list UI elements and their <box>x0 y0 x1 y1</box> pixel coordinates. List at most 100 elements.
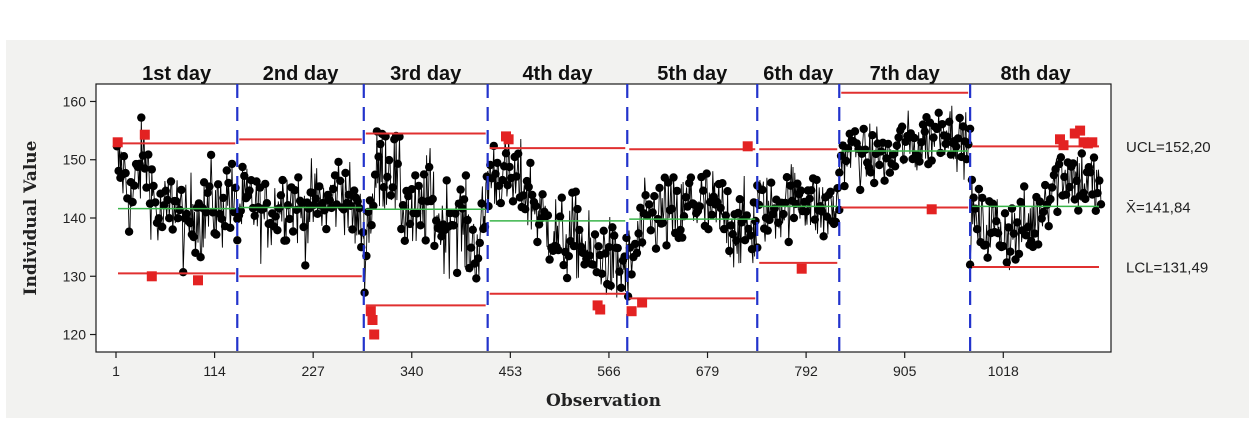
data-point <box>290 186 300 195</box>
data-point <box>252 177 261 186</box>
data-point <box>437 232 446 241</box>
data-point <box>451 209 460 218</box>
data-point <box>646 226 655 235</box>
data-point <box>992 217 1001 226</box>
stage-label: 5th day <box>657 63 728 85</box>
data-point <box>374 152 383 161</box>
data-point <box>1006 247 1015 256</box>
data-point <box>817 207 826 216</box>
out-of-control-point <box>1069 128 1080 139</box>
x-tick-label: 1018 <box>988 363 1019 379</box>
data-point <box>219 193 228 203</box>
data-point <box>573 204 582 214</box>
data-point <box>945 117 954 127</box>
data-point <box>754 200 764 210</box>
data-point <box>941 139 950 149</box>
data-point <box>398 201 408 210</box>
data-point <box>452 268 462 278</box>
data-point <box>189 232 198 242</box>
data-point <box>1037 214 1046 223</box>
out-of-control-point <box>146 271 157 282</box>
x-tick-label: 114 <box>203 363 226 379</box>
x-tick-label: 340 <box>400 363 424 379</box>
data-point <box>733 208 743 218</box>
series-line-6 <box>756 164 840 243</box>
data-point <box>201 208 211 217</box>
data-point <box>369 201 378 210</box>
data-point <box>599 226 608 235</box>
data-point <box>796 186 806 195</box>
data-point <box>601 249 610 258</box>
data-point <box>672 186 682 196</box>
data-point <box>751 216 760 226</box>
data-point <box>875 160 884 170</box>
data-point <box>721 211 730 220</box>
data-point <box>271 212 280 221</box>
data-point <box>250 211 259 220</box>
data-point <box>175 205 184 215</box>
data-point <box>285 214 294 224</box>
data-point <box>425 162 434 172</box>
data-point <box>163 195 172 205</box>
data-point <box>383 172 392 182</box>
x-tick-label: 679 <box>696 363 720 379</box>
reference-labels: UCL=152,20 X̄=141,84 LCL=131,49 <box>1126 139 1211 277</box>
data-point <box>889 150 898 159</box>
data-point <box>604 243 614 252</box>
data-point <box>686 173 696 182</box>
data-point <box>723 187 732 196</box>
data-point <box>545 255 554 264</box>
data-point <box>140 164 149 173</box>
data-point <box>648 208 657 217</box>
data-point <box>203 188 212 198</box>
data-point <box>130 181 139 190</box>
data-point <box>475 238 484 248</box>
data-point <box>819 232 828 241</box>
x-tick-label: 453 <box>499 363 523 379</box>
data-point <box>477 199 486 208</box>
data-point <box>1086 168 1095 177</box>
data-point <box>1074 206 1083 215</box>
data-point <box>121 168 130 178</box>
data-point <box>459 195 469 204</box>
data-point <box>311 194 320 203</box>
data-point <box>630 239 640 249</box>
data-point <box>704 225 713 234</box>
data-point <box>322 224 331 234</box>
data-point <box>767 178 776 187</box>
data-point <box>1096 200 1106 209</box>
data-point <box>367 221 376 230</box>
out-of-control-point <box>367 315 378 325</box>
data-point <box>526 158 535 168</box>
x-tick-label: 792 <box>794 363 818 379</box>
data-point <box>1089 153 1099 162</box>
data-point <box>177 185 186 195</box>
data-point <box>168 225 177 234</box>
data-point <box>866 168 875 177</box>
data-point <box>669 173 678 182</box>
data-point <box>463 215 472 225</box>
data-point <box>967 175 977 185</box>
data-point <box>559 260 568 270</box>
data-point <box>508 197 518 206</box>
data-point <box>972 225 982 234</box>
data-point <box>569 241 579 251</box>
data-point <box>161 186 170 195</box>
data-point <box>524 182 533 192</box>
data-point <box>245 186 254 195</box>
data-point <box>346 201 355 210</box>
data-point <box>644 200 654 209</box>
data-point <box>969 193 978 202</box>
data-point <box>732 236 741 245</box>
out-of-control-point <box>365 306 376 317</box>
out-of-control-point <box>595 304 606 315</box>
data-point <box>1061 190 1071 199</box>
data-point <box>428 194 437 204</box>
data-point <box>634 229 643 238</box>
data-point <box>719 224 729 234</box>
out-of-control-point <box>1075 125 1086 136</box>
data-point <box>934 108 943 118</box>
data-point <box>208 208 217 217</box>
data-point <box>491 169 500 178</box>
data-point <box>233 236 242 245</box>
